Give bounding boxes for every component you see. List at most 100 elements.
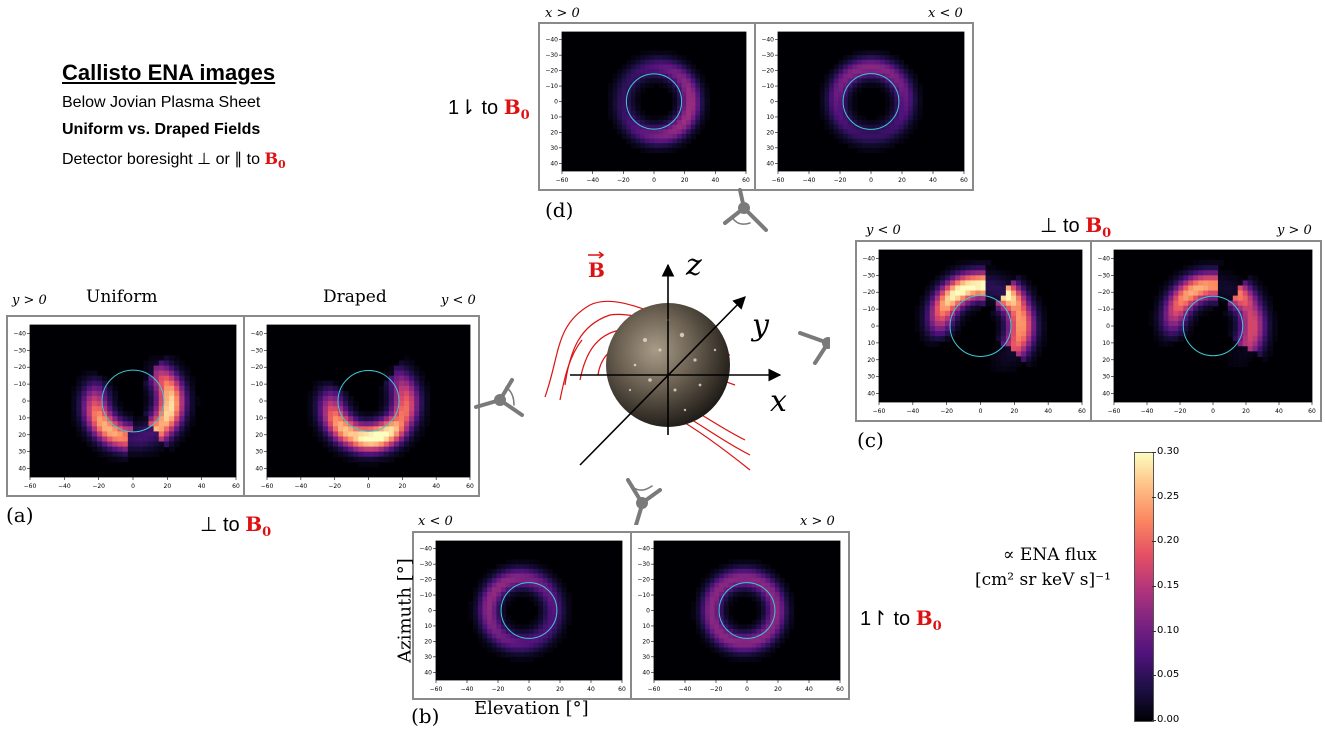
flux-pixel: [348, 426, 354, 432]
flux-pixel: [663, 124, 669, 130]
flux-pixel: [658, 73, 664, 79]
flux-pixel: [747, 568, 753, 575]
x-tick-label: 0: [1211, 408, 1215, 415]
flux-pixel: [138, 426, 144, 432]
flux-pixel: [322, 416, 329, 422]
flux-pixel: [903, 73, 909, 79]
flux-pixel: [1010, 351, 1017, 357]
flux-pixel: [1247, 315, 1254, 322]
flux-pixel: [1242, 346, 1249, 352]
flux-pixel: [510, 564, 516, 570]
flux-pixel: [91, 380, 98, 387]
flux-pixel: [163, 390, 170, 397]
flux-pixel: [561, 605, 567, 612]
flux-pixel: [138, 436, 144, 443]
flux-pixel: [747, 591, 753, 598]
flux-pixel: [398, 390, 405, 397]
flux-pixel: [944, 290, 951, 297]
flux-pixel: [71, 416, 77, 422]
flux-pixel: [538, 638, 544, 644]
flux-pixel: [96, 441, 103, 448]
flux-pixel: [672, 143, 678, 149]
flux-pixel: [880, 59, 886, 66]
flux-pixel: [765, 647, 771, 653]
flux-pixel: [1031, 336, 1037, 342]
flux-pixel: [312, 416, 319, 422]
flux-pixel: [491, 568, 498, 575]
flux-pixel: [496, 615, 502, 621]
flux-pixel: [681, 78, 687, 84]
x-tick-label: 60: [1078, 408, 1086, 415]
flux-pixel: [1016, 351, 1022, 357]
flux-pixel: [654, 115, 660, 121]
flux-pixel: [852, 92, 858, 98]
flux-pixel: [681, 143, 687, 149]
flux-pixel: [742, 587, 748, 593]
x-tick-label: 0: [527, 686, 531, 693]
flux-pixel: [332, 421, 339, 427]
flux-pixel: [358, 461, 365, 468]
x-tick-label: −20: [940, 408, 953, 415]
flux-pixel: [388, 370, 395, 377]
flux-pixel: [1016, 280, 1022, 287]
flux-pixel: [148, 385, 155, 392]
flux-pixel: [482, 591, 488, 598]
flux-pixel: [774, 619, 781, 625]
flux-pixel: [939, 315, 946, 322]
flux-pixel: [393, 406, 400, 412]
y-tick-label: 30: [550, 145, 558, 152]
flux-pixel: [760, 633, 767, 639]
flux-pixel: [482, 642, 488, 649]
flux-pixel: [1208, 270, 1214, 276]
flux-pixel: [1232, 305, 1239, 312]
flux-pixel: [705, 596, 711, 602]
flux-pixel: [728, 596, 734, 602]
flux-pixel: [398, 385, 405, 392]
flux-pixel: [944, 331, 951, 337]
y-tick-label: 20: [18, 432, 26, 439]
flux-pixel: [784, 605, 790, 612]
flux-pixel: [875, 129, 881, 135]
flux-pixel: [612, 96, 618, 103]
flux-pixel: [898, 124, 905, 130]
flux-pixel: [1222, 270, 1229, 276]
flux-pixel: [843, 82, 849, 89]
flux-pixel: [419, 406, 425, 412]
flux-pixel: [889, 64, 895, 70]
flux-pixel: [1026, 320, 1032, 327]
flux-pixel: [635, 55, 641, 61]
flux-pixel: [829, 124, 835, 130]
flux-pixel: [784, 587, 790, 593]
flux-pixel: [317, 380, 324, 387]
flux-pixel: [1217, 275, 1224, 281]
flux-pixel: [556, 633, 563, 639]
flux-pixel: [398, 446, 405, 453]
flux-pixel: [733, 578, 739, 584]
flux-pixel: [723, 587, 729, 593]
flux-pixel: [733, 647, 739, 653]
flux-pixel: [538, 615, 544, 621]
flux-pixel: [189, 375, 196, 382]
flux-pixel: [133, 416, 139, 422]
flux-pixel: [368, 436, 375, 443]
subtitle-plasma-sheet: Below Jovian Plasma Sheet: [62, 94, 261, 111]
flux-pixel: [1178, 336, 1184, 342]
flux-pixel: [1010, 280, 1017, 287]
flux-pixel: [1163, 326, 1170, 332]
y-tick-label: 0: [428, 608, 432, 615]
flux-pixel: [529, 624, 535, 630]
flux-pixel: [1026, 361, 1032, 368]
flux-pixel: [179, 421, 186, 427]
flux-pixel: [1178, 290, 1184, 297]
flux-pixel: [728, 647, 734, 653]
flux-pixel: [1267, 326, 1273, 332]
y-tick-label: 30: [424, 654, 432, 661]
flux-pixel: [133, 426, 139, 432]
flux-pixel: [672, 69, 678, 75]
flux-pixel: [875, 147, 881, 154]
flux-pixel: [477, 591, 484, 598]
flux-pixel: [556, 638, 563, 644]
flux-pixel: [695, 610, 702, 616]
y-tick-label: 0: [646, 608, 650, 615]
flux-pixel: [491, 619, 498, 625]
